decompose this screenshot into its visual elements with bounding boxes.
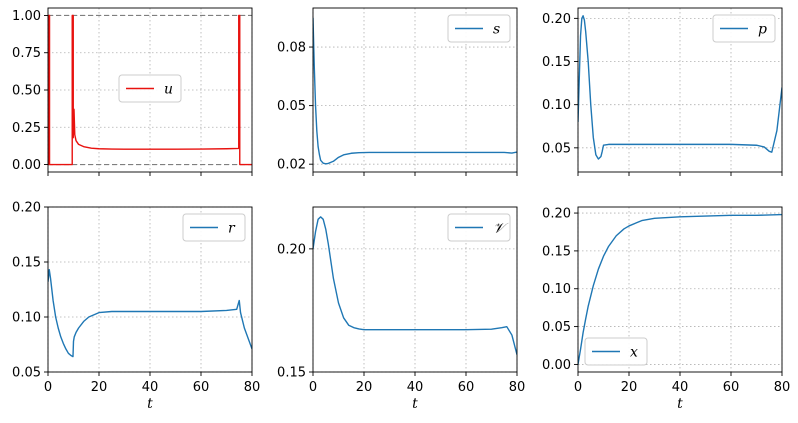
y-tick-label: 1.00	[12, 9, 41, 24]
y-tick-label: 0.15	[277, 366, 306, 381]
x-tick-label: 20	[91, 380, 108, 395]
x-tick-label: 20	[356, 380, 373, 395]
x-tick-label: 40	[407, 380, 424, 395]
legend-label: x	[630, 345, 638, 361]
series-line-p	[578, 15, 782, 160]
x-tick-label: 80	[509, 380, 526, 395]
y-tick-label: 0.15	[12, 256, 41, 271]
y-tick-label: 0.02	[277, 158, 306, 173]
y-tick-label: 0.10	[12, 311, 41, 326]
x-tick-label: 40	[142, 380, 159, 395]
legend-label: s	[493, 22, 500, 38]
panel-V: 0 20 40 60 80 0.15 0.20 t 𝒱	[277, 206, 526, 412]
x-tick-label: 60	[723, 380, 740, 395]
y-tick-label: 0.75	[12, 46, 41, 61]
panel-s: 0.02 0.05 0.08 s	[277, 7, 518, 176]
series-line-u	[48, 14, 252, 166]
legend: x	[584, 337, 648, 366]
y-tick-label: 0.08	[277, 41, 306, 56]
series-line-s	[313, 17, 517, 165]
y-tick-label: 0.25	[12, 121, 41, 136]
panel-x: 0 20 40 60 80 0.00 0.05 0.10 0.15 0.20 t x	[542, 206, 791, 412]
legend-label: r	[228, 221, 236, 237]
y-tick-label: 0.05	[277, 99, 306, 114]
x-tick-label: 60	[193, 380, 210, 395]
series-line-r	[48, 269, 252, 358]
y-tick-label: 0.05	[12, 366, 41, 381]
y-tick-label: 0.10	[542, 98, 571, 113]
x-tick-label: 0	[44, 380, 52, 395]
x-tick-label: 0	[574, 380, 582, 395]
y-tick-label: 0.15	[542, 55, 571, 70]
x-axis-label: t	[147, 396, 153, 412]
legend-label: p	[758, 22, 767, 38]
panel-p: 0.05 0.10 0.15 0.20 p	[542, 7, 783, 176]
y-tick-label: 0.00	[542, 358, 571, 373]
y-tick-label: 0.05	[542, 141, 571, 156]
legend: r	[182, 213, 246, 242]
y-tick-label: 0.10	[542, 282, 571, 297]
x-tick-label: 60	[458, 380, 475, 395]
x-tick-label: 40	[672, 380, 689, 395]
x-tick-label: 80	[774, 380, 791, 395]
legend: s	[447, 14, 511, 43]
panel-u: 0.00 0.25 0.50 0.75 1.00 u	[12, 7, 253, 176]
legend-label: u	[164, 82, 173, 98]
legend: 𝒱	[447, 213, 511, 242]
x-tick-label: 20	[621, 380, 638, 395]
y-tick-label: 0.20	[12, 201, 41, 216]
x-tick-label: 0	[309, 380, 317, 395]
series-line-V	[313, 216, 517, 355]
y-tick-label: 0.20	[542, 207, 571, 222]
y-tick-label: 0.20	[542, 12, 571, 27]
x-axis-label: t	[412, 396, 418, 412]
y-tick-label: 0.50	[12, 84, 41, 99]
legend: p	[712, 14, 776, 43]
y-tick-label: 0.15	[542, 244, 571, 259]
y-tick-label: 0.00	[12, 158, 41, 173]
x-axis-label: t	[677, 396, 683, 412]
series-line-x	[578, 213, 782, 365]
y-tick-label: 0.20	[277, 242, 306, 257]
panel-r: 0 20 40 60 80 0.05 0.10 0.15 0.20 t r	[12, 201, 260, 413]
y-tick-label: 0.05	[542, 320, 571, 335]
legend: u	[118, 74, 182, 103]
x-tick-label: 80	[244, 380, 261, 395]
